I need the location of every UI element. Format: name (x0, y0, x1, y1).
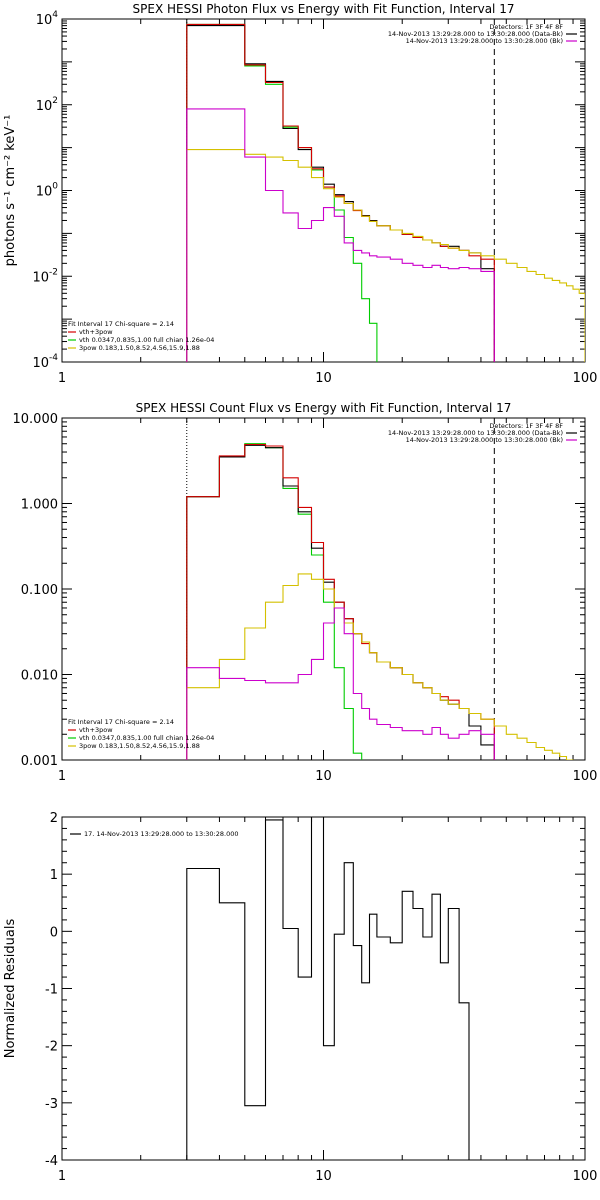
y-tick-label: 0.001 (21, 754, 58, 769)
chart-2: SPEX HESSI Count Flux vs Energy with Fit… (13, 401, 598, 784)
fit-info-entry: 3pow 0.183,1.50,8.52,4.56,15.9,1.88 (79, 742, 200, 750)
y-tick-label: -1 (45, 983, 58, 998)
y-axis: 10-4 10-2 100 102 104 (32, 10, 585, 371)
x-tick-label: 1 (58, 769, 66, 784)
fit-info-entry: vth 0.0347,0.835,1.00 full chian 1.26e-0… (79, 734, 214, 742)
y-axis: -4 -3 -2 -1 0 1 2 (45, 811, 585, 1169)
y-axis: 0.001 0.010 0.100 1.000 10.000 (13, 412, 585, 769)
y-tick-label: 0.010 (21, 669, 58, 684)
fit-info: Fit Interval 17 Chi-square = 2.14vth+3po… (68, 718, 214, 750)
chart-title: SPEX HESSI Photon Flux vs Energy with Fi… (133, 2, 515, 16)
y-tick-label: 2 (50, 811, 58, 826)
x-axis: 1 10 100 (58, 19, 598, 386)
fit-info: Fit Interval 17 Chi-square = 2.14vth+3po… (68, 320, 214, 352)
y-tick-label: 104 (36, 10, 59, 28)
x-axis: 1 10 100 (58, 817, 598, 1184)
series-group (186, 817, 470, 1160)
x-tick-label: 10 (315, 1169, 332, 1184)
y-tick-label: -2 (45, 1040, 58, 1055)
y-tick-label: 102 (36, 96, 58, 114)
fit-info-title: Fit Interval 17 Chi-square = 2.14 (68, 718, 174, 726)
series-line-4 (186, 607, 495, 760)
y-tick-label: 1.000 (21, 498, 58, 513)
fit-info-entry: vth 0.0347,0.835,1.00 full chian 1.26e-0… (79, 336, 214, 344)
y-tick-label: -4 (45, 1154, 58, 1169)
chart-title: SPEX HESSI Count Flux vs Energy with Fit… (136, 401, 512, 415)
legend-entry: 14-Nov-2013 13:29:28.000 to 13:30:28.000… (388, 30, 563, 38)
x-axis: 1 10 100 (58, 418, 598, 784)
series-line-2 (186, 443, 495, 760)
legend-entry: Detectors: 1F 3F 4F 8F (489, 23, 563, 31)
x-tick-label: 100 (573, 371, 598, 386)
y-axis-label: photons s⁻¹ cm⁻² keV⁻¹ (3, 115, 18, 267)
chart-3: 1 10 100 -4 -3 -2 -1 0 1 2 Normalized Residuals 17.… (3, 811, 597, 1184)
fit-info-entry: vth+3pow (79, 726, 113, 734)
y-tick-label: 100 (36, 182, 59, 200)
y-axis-label: Normalized Residuals (3, 919, 18, 1059)
legend: 17. 14-Nov-2013 13:29:28.000 to 13:30:28… (70, 830, 238, 838)
x-tick-label: 1 (58, 371, 66, 386)
series-group (186, 443, 574, 760)
series-group (186, 23, 585, 362)
series-line-2 (186, 23, 495, 362)
x-tick-label: 10 (315, 769, 332, 784)
x-tick-label: 100 (573, 769, 598, 784)
legend-entry: 14-Nov-2013 13:29:28.000 to 13:30:28.000… (388, 429, 563, 437)
series-line-0 (186, 817, 470, 1160)
series-line-3 (186, 149, 585, 362)
chart-1: SPEX HESSI Photon Flux vs Energy with Fi… (3, 2, 597, 386)
fit-info-entry: vth+3pow (79, 328, 113, 336)
y-tick-label: 0.100 (21, 583, 58, 598)
legend-entry: 14-Nov-2013 13:29:28.000 to 13:30:28.000… (406, 436, 563, 444)
y-tick-label: 0 (50, 925, 58, 940)
y-tick-label: 10.000 (13, 412, 59, 427)
series-line-4 (186, 108, 495, 362)
fit-info-entry: 3pow 0.183,1.50,8.52,4.56,15.9,1.88 (79, 344, 200, 352)
legend-entry: 17. 14-Nov-2013 13:29:28.000 to 13:30:28… (84, 830, 238, 838)
legend-entry: Detectors: 1F 3F 4F 8F (489, 422, 563, 430)
fit-info-title: Fit Interval 17 Chi-square = 2.14 (68, 320, 174, 328)
y-tick-label: 10-4 (32, 353, 58, 371)
y-tick-label: -3 (45, 1097, 58, 1112)
y-tick-label: 10-2 (32, 267, 58, 285)
x-tick-label: 10 (315, 371, 332, 386)
series-line-3 (186, 573, 574, 760)
y-tick-label: 1 (50, 868, 58, 883)
plot-frame (61, 18, 586, 363)
series-line-0 (186, 443, 363, 760)
series-line-1 (186, 444, 495, 760)
series-line-0 (186, 23, 378, 362)
x-tick-label: 100 (573, 1169, 598, 1184)
legend-entry: 14-Nov-2013 13:29:28.000 to 13:30:28.000… (406, 37, 563, 45)
x-tick-label: 1 (58, 1169, 66, 1184)
